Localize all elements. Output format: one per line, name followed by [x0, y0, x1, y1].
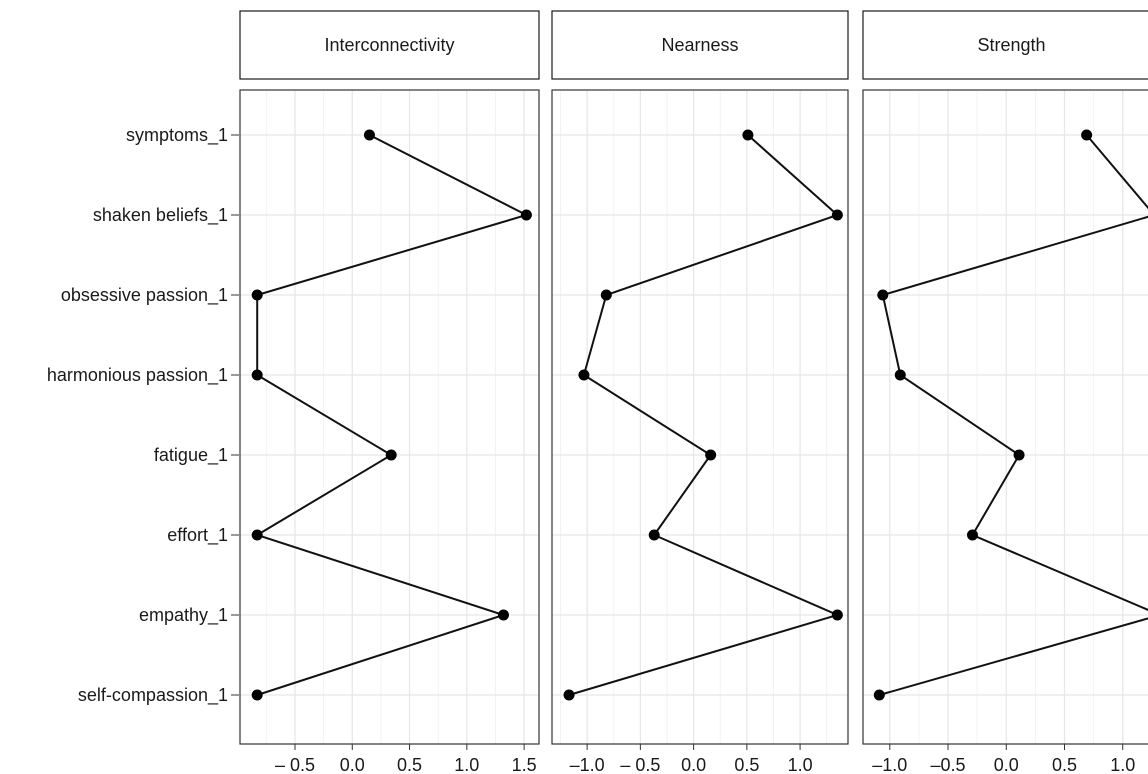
- data-point: [894, 369, 906, 381]
- x-tick-label: 1.0: [454, 755, 479, 774]
- x-tick-label: 0.5: [734, 755, 759, 774]
- data-point: [497, 609, 509, 621]
- panel-strip: [862, 10, 1148, 80]
- x-tick-label: 0.5: [397, 755, 422, 774]
- panel-interconnectivity: Interconnectivity – 0.5 0.0 0.5 1.0 1.5: [239, 10, 540, 774]
- x-tick-label: 1.0: [788, 755, 813, 774]
- data-point: [385, 449, 397, 461]
- series-line: [879, 134, 1148, 696]
- panel-strength: Strength –1.0 –0.5 0.0 0.5 1.0: [862, 10, 1148, 774]
- data-point: [705, 449, 717, 461]
- data-point: [600, 289, 612, 301]
- y-axis-label: self-compassion_1: [78, 685, 228, 706]
- data-point: [873, 689, 885, 701]
- data-point: [1013, 449, 1025, 461]
- data-point: [742, 129, 754, 141]
- panel-title: Strength: [977, 35, 1045, 55]
- y-axis-label: obsessive passion_1: [61, 285, 228, 306]
- series-line: [568, 134, 841, 696]
- y-axis-label: shaken beliefs_1: [93, 205, 228, 226]
- y-axis-label: harmonious passion_1: [47, 365, 228, 386]
- data-point: [648, 529, 660, 541]
- y-axis-label: fatigue_1: [154, 445, 228, 466]
- y-axis-label: effort_1: [167, 525, 228, 546]
- y-axis-label: symptoms_1: [126, 125, 228, 146]
- data-point: [251, 689, 263, 701]
- data-point: [1081, 129, 1093, 141]
- x-tick-label: 0.0: [340, 755, 365, 774]
- x-tick-label: –1.0: [570, 755, 605, 774]
- data-point: [363, 129, 375, 141]
- data-point: [831, 609, 843, 621]
- data-point: [877, 289, 889, 301]
- panel-border: [551, 89, 849, 745]
- panel-strip: [551, 10, 849, 80]
- data-point: [251, 529, 263, 541]
- data-point: [520, 209, 532, 221]
- x-tick-label: 1.0: [1110, 755, 1135, 774]
- x-tick-label: – 0.5: [275, 755, 315, 774]
- data-point: [831, 209, 843, 221]
- x-tick-label: 0.0: [681, 755, 706, 774]
- data-point: [578, 369, 590, 381]
- panel-border: [862, 89, 1148, 745]
- x-tick-label: 0.5: [1052, 755, 1077, 774]
- panel-strip: [239, 10, 540, 80]
- y-axis-label: empathy_1: [139, 605, 228, 626]
- x-tick-label: –1.0: [872, 755, 907, 774]
- data-point: [966, 529, 978, 541]
- panel-title: Nearness: [661, 35, 738, 55]
- data-point: [251, 289, 263, 301]
- panel-border: [239, 89, 540, 745]
- x-tick-label: – 0.5: [620, 755, 660, 774]
- panel-title: Interconnectivity: [324, 35, 454, 55]
- panel-nearness: Nearness –1.0 – 0.5 0.0 0.5 1.0: [551, 10, 849, 774]
- x-tick-label: 0.0: [994, 755, 1019, 774]
- x-tick-label: –0.5: [931, 755, 966, 774]
- series-line: [254, 134, 530, 696]
- data-point: [251, 369, 263, 381]
- x-tick-label: 1.5: [512, 755, 537, 774]
- data-point: [563, 689, 575, 701]
